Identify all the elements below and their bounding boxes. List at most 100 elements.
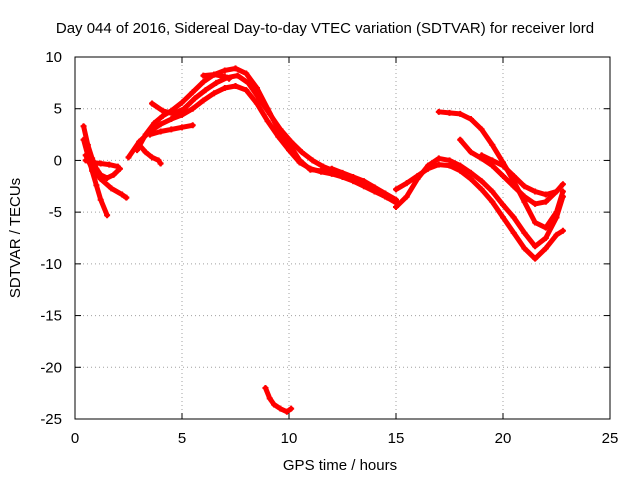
data-point bbox=[82, 157, 89, 164]
data-point bbox=[489, 162, 496, 169]
data-point bbox=[489, 157, 496, 164]
data-point bbox=[467, 176, 474, 183]
data-point bbox=[446, 157, 453, 164]
data-point bbox=[134, 147, 141, 154]
data-point bbox=[521, 193, 528, 200]
data-point bbox=[384, 194, 391, 201]
data-point bbox=[245, 79, 252, 86]
y-tick-label: -20 bbox=[40, 359, 62, 376]
data-point bbox=[200, 78, 207, 85]
data-point bbox=[234, 72, 241, 79]
data-point bbox=[307, 166, 314, 173]
data-point bbox=[232, 65, 239, 72]
data-point bbox=[264, 118, 271, 125]
data-point bbox=[553, 188, 560, 195]
data-point bbox=[221, 73, 228, 80]
data-point bbox=[168, 126, 175, 133]
data-point bbox=[296, 157, 303, 164]
data-point bbox=[159, 112, 166, 119]
data-point bbox=[446, 162, 453, 169]
data-point bbox=[142, 149, 149, 156]
data-point bbox=[211, 90, 218, 97]
data-point bbox=[277, 405, 284, 412]
data-point bbox=[151, 120, 158, 127]
data-point bbox=[200, 72, 207, 79]
axis-ticks bbox=[74, 56, 611, 420]
data-point bbox=[542, 191, 549, 198]
data-point bbox=[110, 171, 117, 178]
data-point bbox=[82, 152, 89, 159]
data-point bbox=[457, 167, 464, 174]
data-series-track-8 bbox=[136, 141, 164, 167]
data-series-track-7 bbox=[149, 72, 402, 207]
y-axis-label: SDTVAR / TECUs bbox=[7, 178, 24, 298]
data-point bbox=[256, 95, 263, 102]
data-point bbox=[521, 183, 528, 190]
series-line bbox=[200, 72, 232, 82]
data-point bbox=[363, 182, 370, 189]
y-tick-label: 10 bbox=[45, 49, 62, 66]
data-point bbox=[213, 79, 220, 86]
data-point bbox=[559, 188, 566, 195]
y-tick-label: 0 bbox=[54, 152, 62, 169]
data-point bbox=[435, 108, 442, 115]
data-point bbox=[80, 123, 87, 130]
data-point bbox=[97, 160, 104, 167]
x-tick-label: 20 bbox=[495, 430, 512, 447]
data-point bbox=[532, 188, 539, 195]
data-point bbox=[179, 124, 185, 131]
data-layer bbox=[80, 65, 566, 415]
data-point bbox=[221, 67, 228, 74]
data-point bbox=[136, 141, 143, 148]
data-point bbox=[89, 159, 96, 166]
data-point bbox=[253, 100, 260, 107]
data-point bbox=[489, 141, 496, 148]
data-point bbox=[500, 162, 506, 169]
data-point bbox=[341, 172, 348, 179]
data-point bbox=[542, 245, 549, 252]
data-point bbox=[89, 165, 96, 172]
data-point bbox=[243, 87, 250, 94]
data-series-track-11 bbox=[262, 384, 295, 415]
data-point bbox=[149, 154, 156, 161]
data-point bbox=[266, 110, 273, 117]
data-point bbox=[93, 182, 100, 189]
data-point bbox=[467, 116, 474, 123]
data-point bbox=[221, 85, 228, 92]
data-point bbox=[425, 162, 432, 169]
data-point bbox=[271, 401, 278, 408]
data-series-track-9 bbox=[146, 122, 196, 138]
data-point bbox=[108, 185, 115, 192]
data-point bbox=[373, 188, 380, 195]
data-point bbox=[478, 178, 485, 185]
data-point bbox=[125, 154, 132, 161]
data-point bbox=[318, 167, 325, 174]
data-point bbox=[553, 231, 560, 238]
data-point bbox=[288, 405, 295, 412]
data-point bbox=[191, 95, 198, 102]
data-point bbox=[97, 196, 104, 203]
data-point bbox=[149, 100, 156, 107]
chart-title: Day 044 of 2016, Sidereal Day-to-day VTE… bbox=[56, 20, 594, 37]
data-point bbox=[157, 121, 164, 128]
data-point bbox=[414, 176, 421, 183]
data-point bbox=[542, 224, 549, 231]
data-point bbox=[155, 157, 162, 164]
data-point bbox=[309, 157, 316, 164]
data-point bbox=[262, 384, 269, 391]
data-point bbox=[542, 198, 549, 205]
x-tick-label: 15 bbox=[388, 430, 405, 447]
data-point bbox=[298, 149, 305, 156]
data-point bbox=[435, 155, 442, 162]
data-point bbox=[500, 214, 506, 221]
data-point bbox=[500, 201, 506, 208]
data-point bbox=[97, 176, 104, 183]
data-point bbox=[114, 163, 121, 170]
data-point bbox=[478, 126, 485, 133]
data-point bbox=[521, 229, 528, 236]
data-point bbox=[553, 209, 560, 216]
data-point bbox=[232, 82, 239, 89]
data-point bbox=[532, 243, 539, 250]
series-line bbox=[457, 137, 559, 207]
